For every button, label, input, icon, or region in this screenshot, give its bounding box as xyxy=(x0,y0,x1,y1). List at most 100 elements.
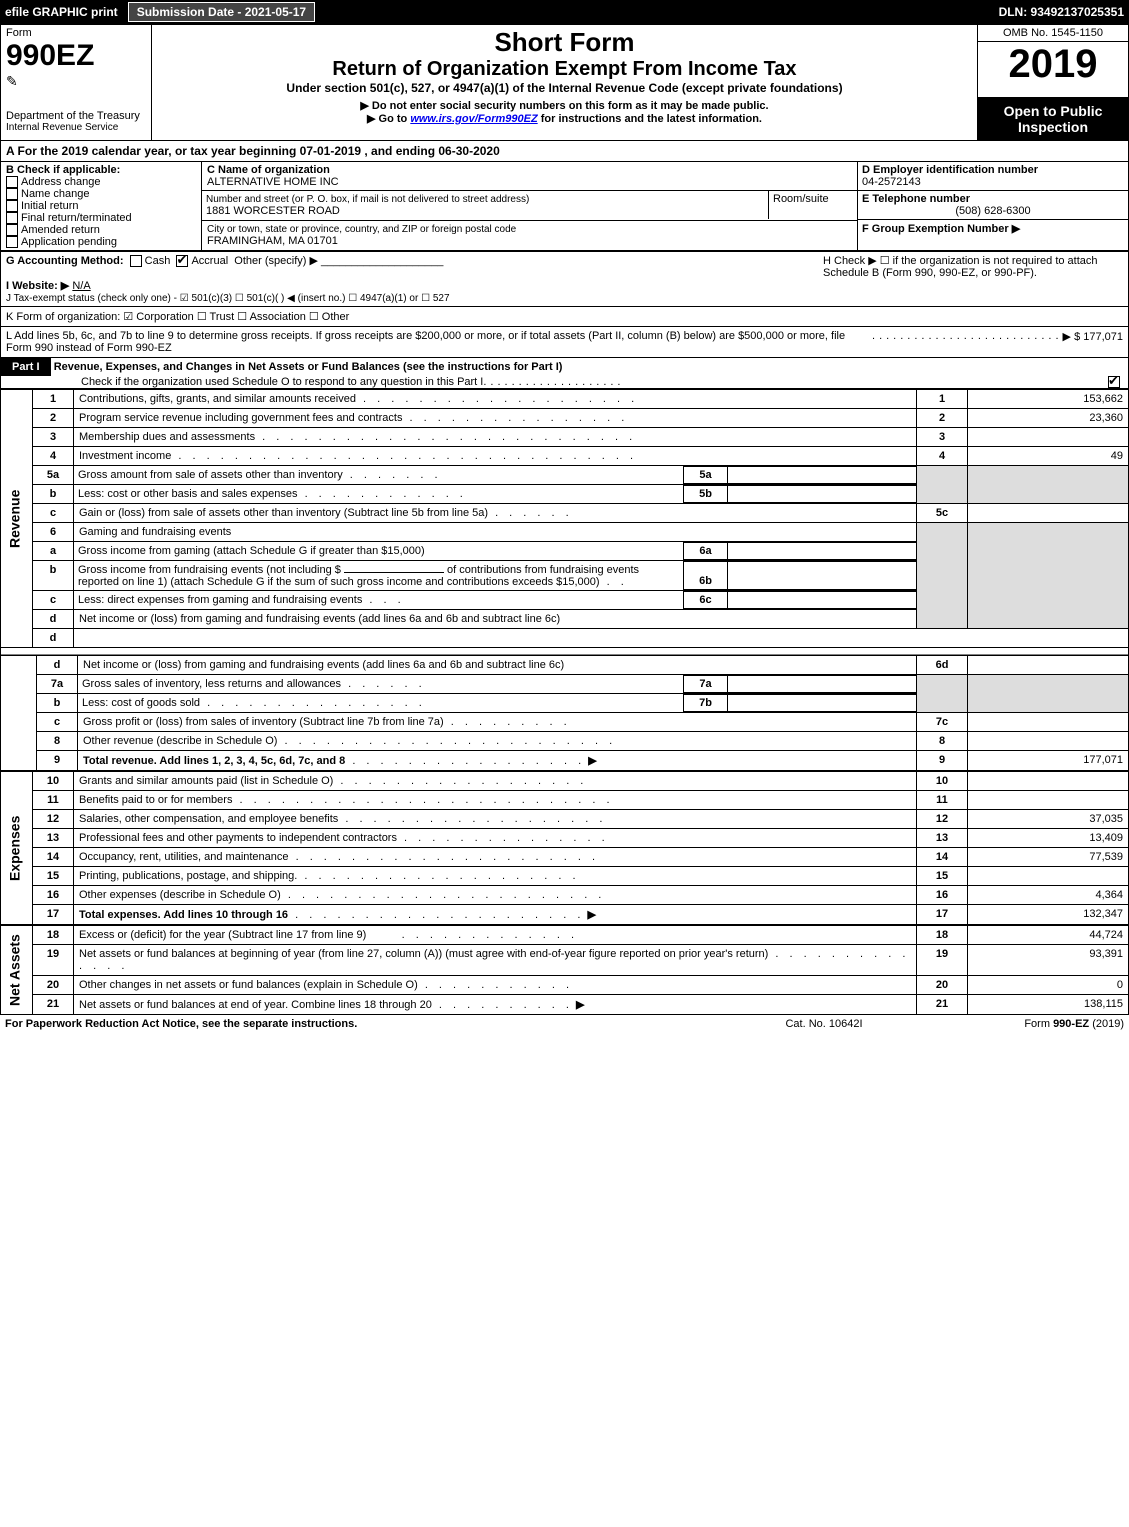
l21-nb: 21 xyxy=(917,995,968,1015)
l5a-num: 5a xyxy=(33,466,74,485)
g-cash: Cash xyxy=(145,255,171,267)
l5c-text: Gain or (loss) from sale of assets other… xyxy=(79,507,488,519)
l7a-n: 7a xyxy=(37,675,78,694)
l18-amt: 44,724 xyxy=(968,926,1129,945)
l5b-box: 5b xyxy=(684,486,728,503)
l20-n: 20 xyxy=(33,976,74,995)
tax-year: 2019 xyxy=(978,42,1128,87)
l7a-t: Gross sales of inventory, less returns a… xyxy=(82,678,341,690)
l14-n: 14 xyxy=(33,848,74,867)
schedule-o-check xyxy=(1108,376,1120,388)
l4-box: 4 xyxy=(917,447,968,466)
l6b-num: b xyxy=(33,561,74,591)
l14-nb: 14 xyxy=(917,848,968,867)
l19-amt: 93,391 xyxy=(968,945,1129,976)
l13-t: Professional fees and other payments to … xyxy=(79,832,397,844)
addr-change: Address change xyxy=(21,176,101,188)
website: N/A xyxy=(72,280,90,292)
l13-amt: 13,409 xyxy=(968,829,1129,848)
irs: Internal Revenue Service xyxy=(6,122,146,133)
street: 1881 WORCESTER ROAD xyxy=(206,205,340,217)
l-text: L Add lines 5b, 6c, and 7b to line 9 to … xyxy=(6,330,872,354)
l7a-b: 7a xyxy=(684,676,728,693)
l7b-n: b xyxy=(37,694,78,713)
l6d-num: d xyxy=(33,610,74,629)
section-g: G Accounting Method: Cash Accrual Other … xyxy=(1,252,819,307)
l15-n: 15 xyxy=(33,867,74,886)
l2-text: Program service revenue including govern… xyxy=(79,412,402,424)
section-c-name: C Name of organization ALTERNATIVE HOME … xyxy=(202,161,858,191)
initial-return: Initial return xyxy=(21,200,78,212)
irs-url[interactable]: www.irs.gov/Form990EZ xyxy=(410,113,537,125)
return-title: Return of Organization Exempt From Incom… xyxy=(157,58,972,81)
part1-check: Check if the organization used Schedule … xyxy=(81,376,483,388)
g-accrual: Accrual xyxy=(191,255,228,267)
c-label: C Name of organization xyxy=(207,164,330,176)
l15-t: Printing, publications, postage, and shi… xyxy=(79,870,297,882)
street-label: Number and street (or P. O. box, if mail… xyxy=(206,194,529,205)
org-name: ALTERNATIVE HOME INC xyxy=(207,176,339,188)
dept: Department of the Treasury xyxy=(6,110,146,122)
l6d-text: Net income or (loss) from gaming and fun… xyxy=(74,610,917,629)
l13-n: 13 xyxy=(33,829,74,848)
l11-nb: 11 xyxy=(917,791,968,810)
l20-amt: 0 xyxy=(968,976,1129,995)
l5c-num: c xyxy=(33,504,74,523)
final-return: Final return/terminated xyxy=(21,212,132,224)
l5a-text: Gross amount from sale of assets other t… xyxy=(78,469,343,481)
l3-num: 3 xyxy=(33,428,74,447)
l7c-n: c xyxy=(37,713,78,732)
j-text: J Tax-exempt status (check only one) - ☑… xyxy=(6,293,450,304)
l16-amt: 4,364 xyxy=(968,886,1129,905)
l8-nb: 8 xyxy=(917,732,968,751)
d-label: D Employer identification number xyxy=(862,164,1038,176)
l10-nb: 10 xyxy=(917,772,968,791)
form-header: Form 990EZ ✎ Department of the Treasury … xyxy=(0,24,1129,141)
l12-amt: 37,035 xyxy=(968,810,1129,829)
l14-amt: 77,539 xyxy=(968,848,1129,867)
l12-nb: 12 xyxy=(917,810,968,829)
l9-amt: 177,071 xyxy=(968,751,1129,771)
l17-amt: 132,347 xyxy=(968,905,1129,925)
l4-text: Investment income xyxy=(79,450,171,462)
revenue-label: Revenue xyxy=(1,390,33,648)
l12-t: Salaries, other compensation, and employ… xyxy=(79,813,338,825)
goto-link[interactable]: ▶ Go to www.irs.gov/Form990EZ for instru… xyxy=(157,112,972,125)
l16-n: 16 xyxy=(33,886,74,905)
efile-label: efile GRAPHIC print xyxy=(5,5,118,19)
l4-num: 4 xyxy=(33,447,74,466)
l3-amt xyxy=(968,428,1129,447)
expenses-label: Expenses xyxy=(1,772,33,925)
l6c-box: 6c xyxy=(684,592,728,609)
l18-n: 18 xyxy=(33,926,74,945)
l2-box: 2 xyxy=(917,409,968,428)
under-section: Under section 501(c), 527, or 4947(a)(1)… xyxy=(157,81,972,95)
top-bar: efile GRAPHIC print Submission Date - 20… xyxy=(0,0,1129,24)
b-label: B Check if applicable: xyxy=(6,164,120,176)
ein: 04-2572143 xyxy=(862,176,921,188)
l18-t: Excess or (deficit) for the year (Subtra… xyxy=(79,929,366,941)
l21-t: Net assets or fund balances at end of ye… xyxy=(79,999,432,1011)
l19-n: 19 xyxy=(33,945,74,976)
h-text: H Check ▶ ☐ if the organization is not r… xyxy=(823,255,1098,279)
section-c-street: Number and street (or P. O. box, if mail… xyxy=(202,191,858,221)
tax-year-range: A For the 2019 calendar year, or tax yea… xyxy=(0,141,1129,161)
l10-t: Grants and similar amounts paid (list in… xyxy=(79,775,333,787)
l9-nb: 9 xyxy=(917,751,968,771)
l-amt: ▶ $ 177,071 xyxy=(1063,330,1123,354)
ssn-warn: ▶ Do not enter social security numbers o… xyxy=(157,99,972,112)
app-pending: Application pending xyxy=(21,236,117,248)
form-number: 990EZ xyxy=(6,39,146,73)
part1-label: Part I xyxy=(1,358,51,376)
l14-t: Occupancy, rent, utilities, and maintena… xyxy=(79,851,289,863)
l9-t: Total revenue. Add lines 1, 2, 3, 4, 5c,… xyxy=(83,755,345,767)
l5a-val xyxy=(728,467,917,484)
l5b-num: b xyxy=(33,485,74,504)
section-h: H Check ▶ ☐ if the organization is not r… xyxy=(818,252,1129,307)
entity-info: B Check if applicable: Address change Na… xyxy=(0,161,1129,252)
l1-num: 1 xyxy=(33,390,74,409)
l5b-val xyxy=(728,486,917,503)
l17-n: 17 xyxy=(33,905,74,925)
g-label: G Accounting Method: xyxy=(6,255,124,267)
section-k: K Form of organization: ☑ Corporation ☐ … xyxy=(0,307,1129,327)
